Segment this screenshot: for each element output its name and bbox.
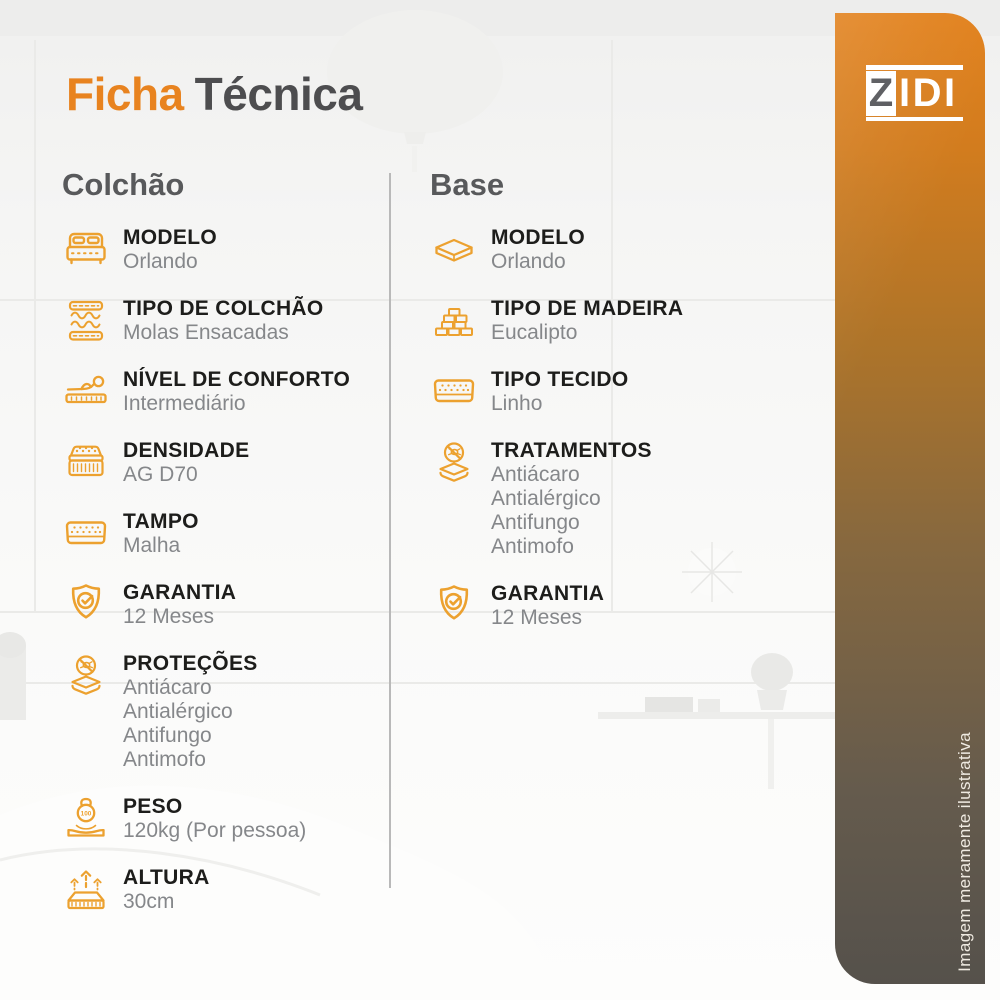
spec-item: TRATAMENTOS Antiácaro Antialérgico Antifun… — [430, 439, 780, 559]
logo-bottom-bar — [866, 116, 963, 121]
spec-item: NÍVEL DE CONFORTO Intermediário — [62, 368, 372, 416]
spec-value: 30cm — [123, 890, 175, 913]
spec-item: TIPO TECIDO Linho — [430, 368, 780, 416]
spec-label: TIPO DE MADEIRA — [491, 297, 684, 320]
disclaimer-text: Imagem meramente ilustrativa — [955, 732, 974, 972]
anti-mite-icon — [430, 439, 478, 487]
spec-value: AG D70 — [123, 463, 198, 486]
spec-item: MODELO Orlando — [430, 226, 780, 274]
spec-list: MODELO Orlando TIPO DE MADEIRA Eucalipto… — [430, 226, 780, 630]
spec-label: TIPO TECIDO — [491, 368, 629, 391]
spec-value: Antimofo — [123, 748, 206, 771]
page-title: Ficha Técnica — [66, 68, 363, 120]
spec-value: Linho — [491, 392, 543, 415]
logo-letters-idi: IDI — [899, 70, 958, 115]
logo-top-bar — [866, 65, 963, 70]
base-slab-icon — [430, 226, 478, 274]
pocket-springs-icon — [62, 297, 110, 345]
spec-value: 120kg (Por pessoa) — [123, 819, 307, 842]
spec-value: Orlando — [123, 250, 198, 273]
spec-value: Antiácaro — [123, 676, 212, 699]
spec-label: TIPO DE COLCHÃO — [123, 297, 324, 320]
spec-value: Antialérgico — [491, 487, 601, 510]
spec-label: MODELO — [123, 226, 217, 249]
spec-item: PROTEÇÕES Antiácaro Antialérgico Antifungo… — [62, 652, 372, 772]
logo-letters: Z IDI — [866, 70, 963, 116]
spec-label: TAMPO — [123, 510, 199, 533]
spec-value: 12 Meses — [491, 606, 583, 629]
fabric-icon — [430, 368, 478, 416]
spec-value: Malha — [123, 534, 181, 557]
spec-item: TAMPO Malha — [62, 510, 372, 558]
spec-label: GARANTIA — [491, 582, 605, 605]
spec-value: Intermediário — [123, 392, 246, 415]
logo-letter-z: Z — [866, 70, 896, 116]
height-icon — [62, 866, 110, 914]
spec-value: Antifungo — [123, 724, 212, 747]
spec-item: GARANTIA 12 Meses — [430, 582, 780, 630]
spec-label: MODELO — [491, 226, 585, 249]
brand-sidebar: Z IDI Imagem meramente ilustrativa — [835, 13, 985, 984]
spec-item: MODELO Orlando — [62, 226, 372, 274]
spec-value: 12 Meses — [123, 605, 215, 628]
spec-item: DENSIDADE AG D70 — [62, 439, 372, 487]
mattress-top-icon — [62, 510, 110, 558]
wood-stack-icon — [430, 297, 478, 345]
column-divider — [389, 173, 391, 888]
spec-value: Eucalipto — [491, 321, 578, 344]
spec-value: Antialérgico — [123, 700, 233, 723]
column-colchao: Colchão MODELO Orlando TIPO DE COLCHÃO M… — [62, 168, 372, 937]
density-layers-icon — [62, 439, 110, 487]
spec-value: Molas Ensacadas — [123, 321, 289, 344]
column-base: Base MODELO Orlando TIPO DE MADEIRA Euca… — [430, 168, 780, 653]
spec-label: ALTURA — [123, 866, 210, 889]
spec-item: GARANTIA 12 Meses — [62, 581, 372, 629]
spec-item: ALTURA 30cm — [62, 866, 372, 914]
spec-item: PESO 120kg (Por pessoa) — [62, 795, 372, 843]
spec-list: MODELO Orlando TIPO DE COLCHÃO Molas Ens… — [62, 226, 372, 914]
anti-mite-icon — [62, 652, 110, 700]
spec-label: PROTEÇÕES — [123, 652, 258, 675]
spec-value: Antifungo — [491, 511, 580, 534]
spec-label: DENSIDADE — [123, 439, 250, 462]
shield-check-icon — [430, 582, 478, 630]
bed-icon — [62, 226, 110, 274]
shield-check-icon — [62, 581, 110, 629]
zidi-logo: Z IDI — [866, 65, 963, 121]
spec-label: PESO — [123, 795, 183, 818]
spec-item: TIPO DE MADEIRA Eucalipto — [430, 297, 780, 345]
column-heading-base: Base — [430, 167, 505, 202]
comfort-level-icon — [62, 368, 110, 416]
spec-value: Antimofo — [491, 535, 574, 558]
title-rest: Técnica — [194, 68, 363, 120]
title-accent: Ficha — [66, 68, 184, 120]
spec-value: Antiácaro — [491, 463, 580, 486]
spec-label: TRATAMENTOS — [491, 439, 652, 462]
spec-label: NÍVEL DE CONFORTO — [123, 368, 351, 391]
spec-value: Orlando — [491, 250, 566, 273]
spec-label: GARANTIA — [123, 581, 237, 604]
spec-item: TIPO DE COLCHÃO Molas Ensacadas — [62, 297, 372, 345]
column-heading-colchao: Colchão — [62, 167, 185, 202]
weight-icon — [62, 795, 110, 843]
